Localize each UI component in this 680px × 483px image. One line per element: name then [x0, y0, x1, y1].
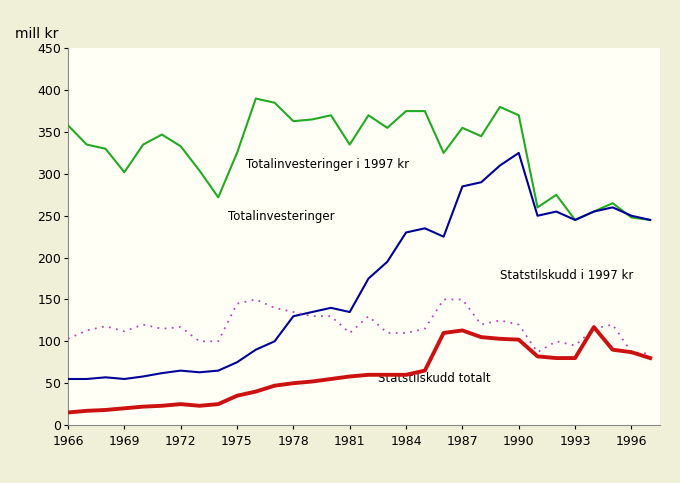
Text: Statstilskudd i 1997 kr: Statstilskudd i 1997 kr	[500, 269, 633, 282]
Text: Totalinvesteringer i 1997 kr: Totalinvesteringer i 1997 kr	[246, 158, 409, 171]
Text: Statstilskudd totalt: Statstilskudd totalt	[378, 371, 490, 384]
Text: mill kr: mill kr	[15, 27, 58, 41]
Text: Totalinvesteringer: Totalinvesteringer	[228, 210, 335, 223]
